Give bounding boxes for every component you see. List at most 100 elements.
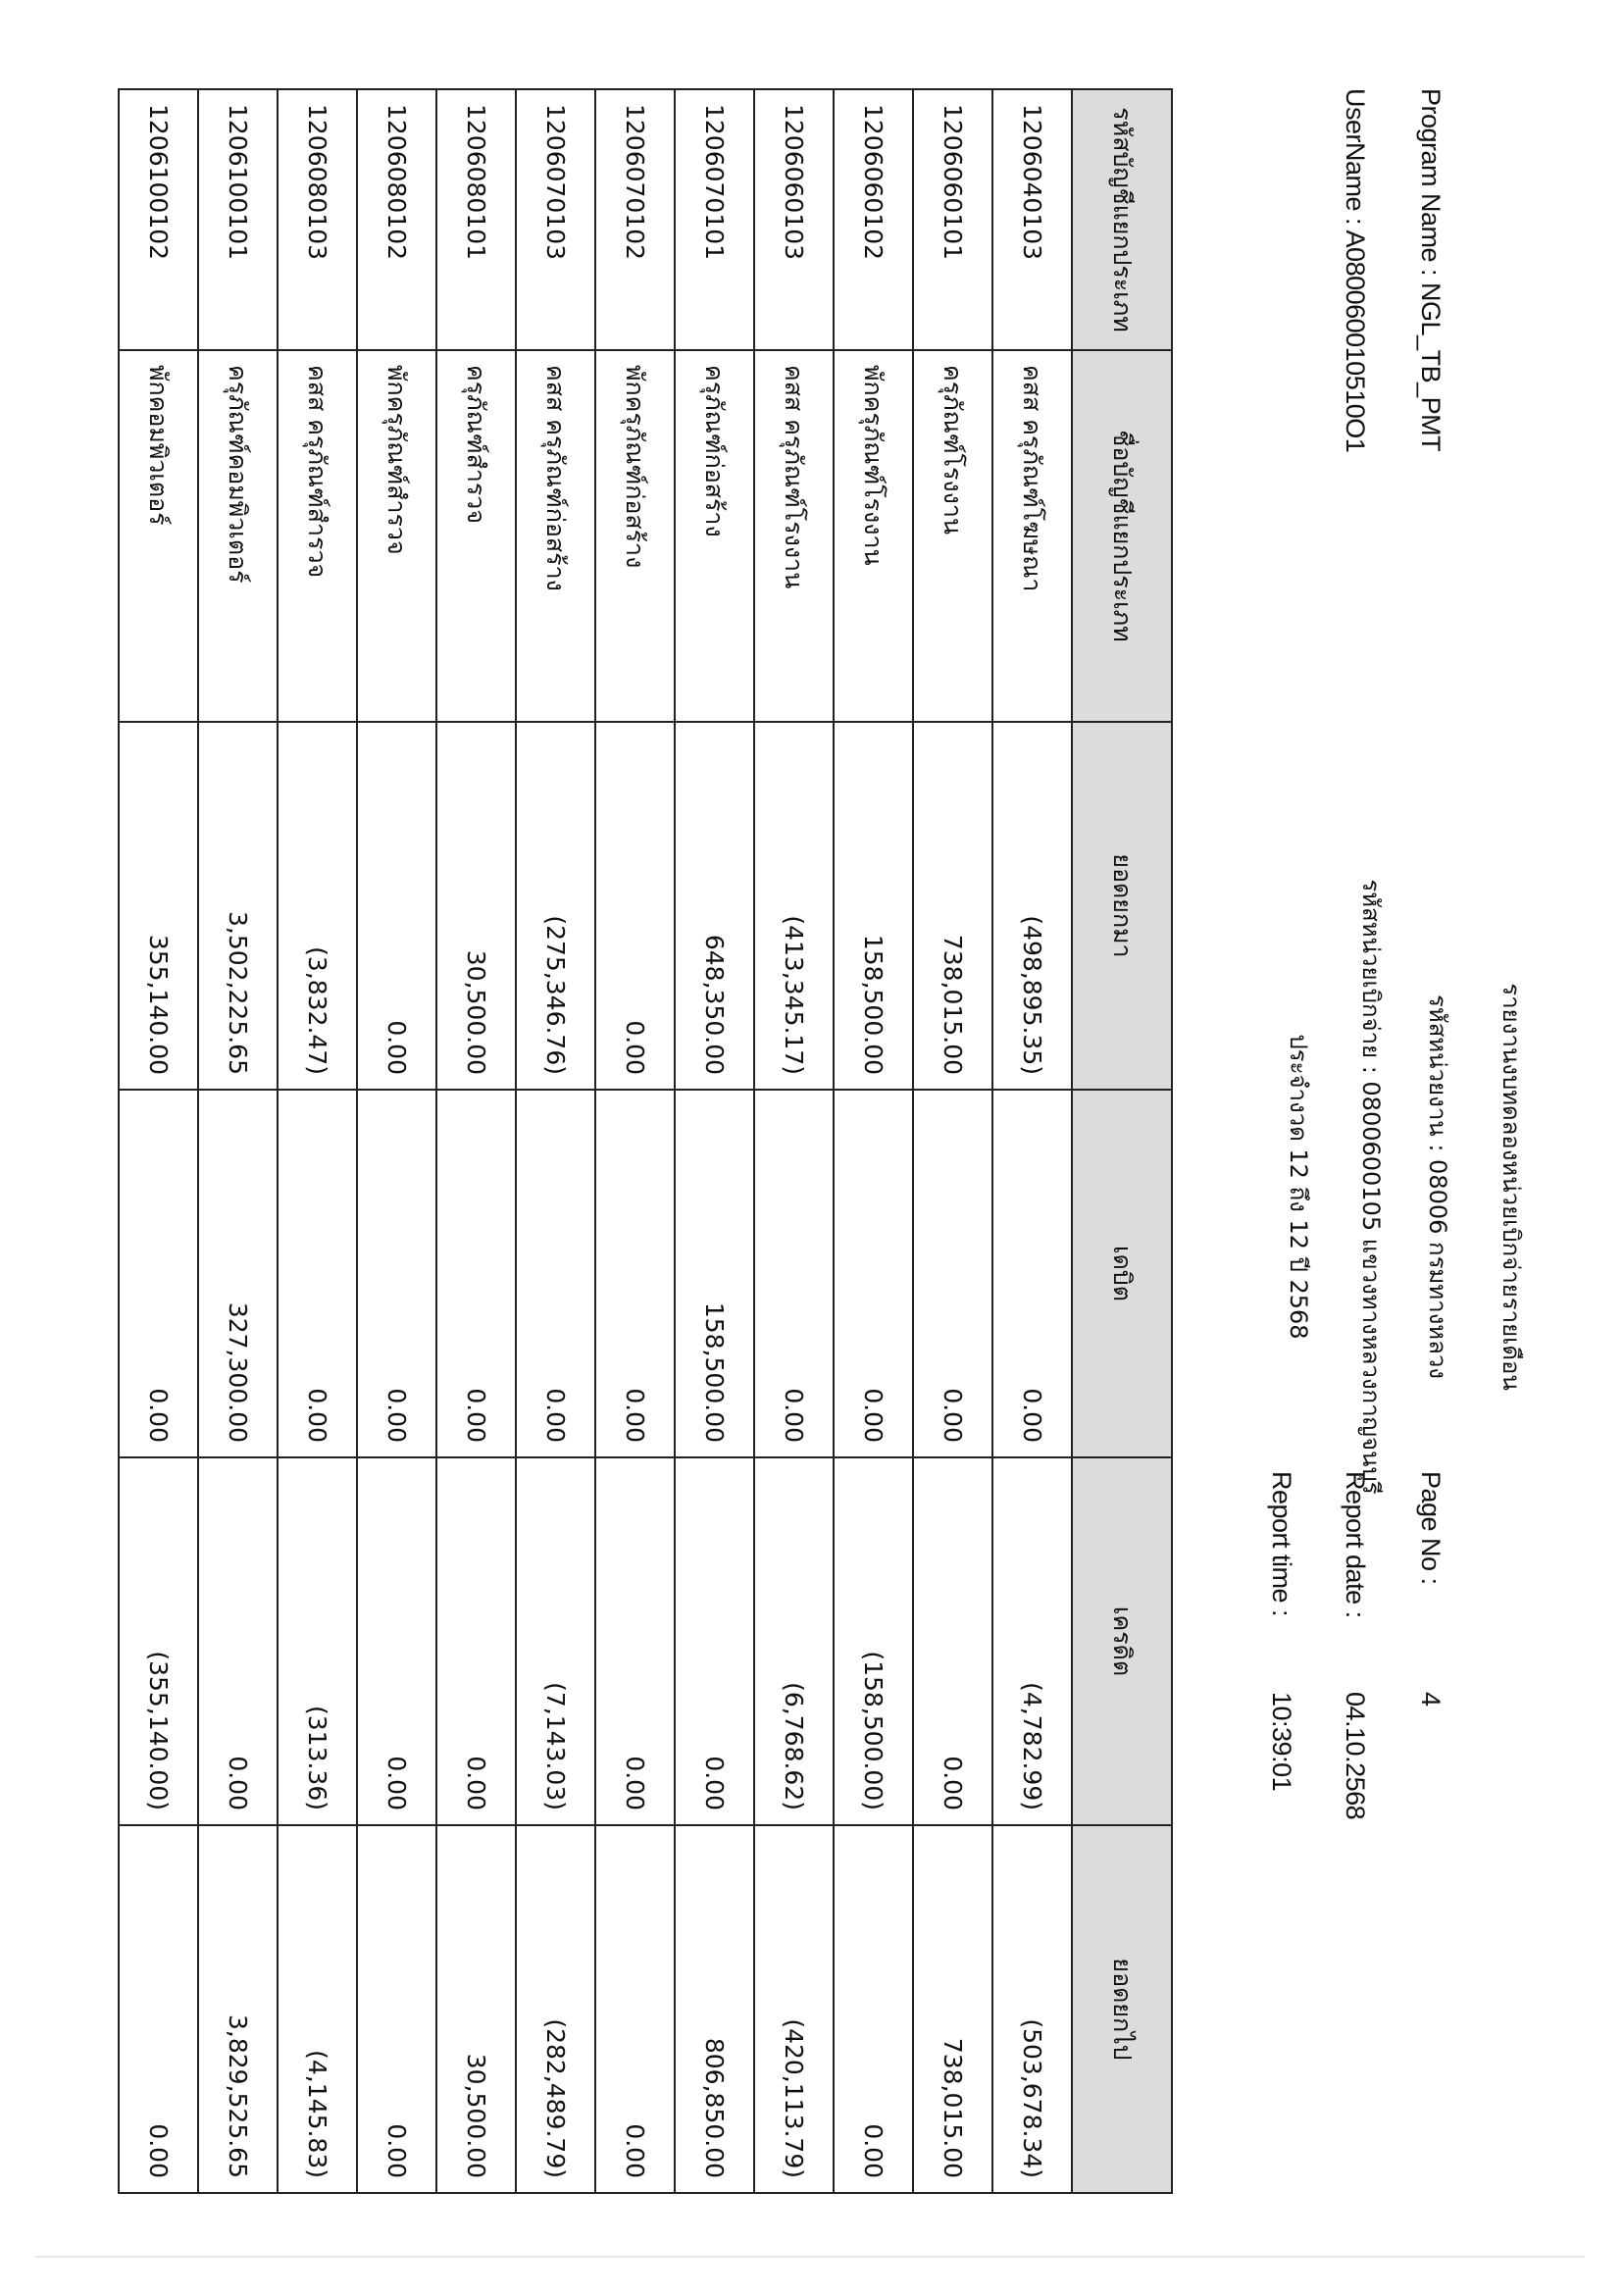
cell-opening-balance: 648,350.00 [675,722,754,1090]
cell-account-name: คสส ครุภัณฑ์สำรวจ [278,350,357,722]
cell-credit: (7,143.03) [516,1457,595,1825]
cell-opening-balance: 0.00 [357,722,436,1090]
cell-account-code: 1206080103 [278,89,357,350]
cell-closing-balance: (503,678.34) [992,1825,1072,2193]
table-row: 1206070101 ครุภัณฑ์ก่อสร้าง 648,350.00 158,… [675,89,754,2193]
cell-closing-balance: 30,500.00 [436,1825,516,2193]
cell-credit: 0.00 [595,1457,675,1825]
cell-credit: (313.36) [278,1457,357,1825]
cell-closing-balance: 738,015.00 [913,1825,992,2193]
header-debit: เดบิต [1072,1090,1172,1457]
cell-account-code: 1206100101 [198,89,278,350]
table-row: 1206100101 ครุภัณฑ์คอมพิวเตอร์ 3,502,225.6… [198,89,278,2193]
cell-debit: 0.00 [754,1090,834,1457]
cell-closing-balance: 0.00 [357,1825,436,2193]
report-time-value: 10:39:01 [1267,1692,1296,1792]
cell-credit: (158,500.00) [834,1457,913,1825]
cell-opening-balance: 158,500.00 [834,722,913,1090]
cell-account-code: 1206070102 [595,89,675,350]
header-credit: เครดิต [1072,1457,1172,1825]
cell-debit: 0.00 [595,1090,675,1457]
cell-opening-balance: (498,895.35) [992,722,1072,1090]
cell-opening-balance: 30,500.00 [436,722,516,1090]
cell-opening-balance: 738,015.00 [913,722,992,1090]
cell-account-name: คสส ครุภัณฑ์โรงงาน [754,350,834,722]
cell-opening-balance: (3,832.47) [278,722,357,1090]
disbursement-unit-line: รหัสหน่วยเบิกจ่าย : 0800600105 แขวงทางหล… [1357,879,1385,1495]
cell-credit: 0.00 [436,1457,516,1825]
header-account-code: รหัสบัญชีแยกประเภท [1072,89,1172,350]
cell-debit: 0.00 [992,1090,1072,1457]
cell-credit: 0.00 [913,1457,992,1825]
cell-account-code: 1206060102 [834,89,913,350]
report-time-label: Report time : [1267,1471,1296,1617]
header-opening-balance: ยอดยกมา [1072,722,1172,1090]
cell-debit: 0.00 [516,1090,595,1457]
cell-opening-balance: 0.00 [595,722,675,1090]
cell-closing-balance: 0.00 [834,1825,913,2193]
cell-account-name: พักคอมพิวเตอร์ [119,350,198,722]
cell-closing-balance: 0.00 [595,1825,675,2193]
cell-closing-balance: (4,145.83) [278,1825,357,2193]
table-row: 1206040103 คสส ครุภัณฑ์โฆษณา (498,895.35) 0… [992,89,1072,2193]
cell-credit: (6,768.62) [754,1457,834,1825]
cell-account-name: ครุภัณฑ์คอมพิวเตอร์ [198,350,278,722]
cell-account-code: 1206080102 [357,89,436,350]
table-row: 1206060102 พักครุภัณฑ์โรงงาน 158,500.00 0.0… [834,89,913,2193]
department-line: รหัสหน่วยงาน : 08006 กรมทางหลวง [1424,994,1451,1380]
username: UserName : A080060010510O1 [1341,88,1370,453]
cell-opening-balance: (275,346.76) [516,722,595,1090]
report-date-label: Report date : [1341,1471,1370,1618]
cell-opening-balance: 355,140.00 [119,722,198,1090]
cell-account-code: 1206060101 [913,89,992,350]
cell-credit: 0.00 [675,1457,754,1825]
cell-debit: 327,300.00 [198,1090,278,1457]
cell-account-name: พักครุภัณฑ์ก่อสร้าง [595,350,675,722]
cell-closing-balance: (420,113.79) [754,1825,834,2193]
cell-account-code: 1206100102 [119,89,198,350]
cell-debit: 0.00 [834,1090,913,1457]
trial-balance-table: รหัสบัญชีแยกประเภท ชื่อบัญชีแยกประเภท ยอ… [118,88,1173,2194]
report-title: รายงานงบทดลองหน่วยเบิกจ่ายรายเดือน [1497,983,1525,1391]
cell-account-name: ครุภัณฑ์โรงงาน [913,350,992,722]
table-row: 1206080103 คสส ครุภัณฑ์สำรวจ (3,832.47) 0.0… [278,89,357,2193]
cell-credit: (4,782.99) [992,1457,1072,1825]
cell-account-name: ครุภัณฑ์ก่อสร้าง [675,350,754,722]
cell-closing-balance: 3,829,525.65 [198,1825,278,2193]
cell-credit: 0.00 [357,1457,436,1825]
table-row: 1206080101 ครุภัณฑ์สำรวจ 30,500.00 0.00 0.00… [436,89,516,2193]
table-header-row: รหัสบัญชีแยกประเภท ชื่อบัญชีแยกประเภท ยอ… [1072,89,1172,2193]
report-date-value: 04.10.2568 [1341,1692,1370,1820]
cell-account-name: พักครุภัณฑ์โรงงาน [834,350,913,722]
cell-credit: 0.00 [198,1457,278,1825]
cell-closing-balance: 806,850.00 [675,1825,754,2193]
cell-debit: 0.00 [119,1090,198,1457]
page-no-label: Page No : [1416,1471,1446,1585]
page-no-value: 4 [1416,1692,1446,1707]
table-row: 1206080102 พักครุภัณฑ์สำรวจ 0.00 0.00 0.00 0.… [357,89,436,2193]
cell-closing-balance: 0.00 [119,1825,198,2193]
cell-debit: 0.00 [278,1090,357,1457]
table-row: 1206060103 คสส ครุภัณฑ์โรงงาน (413,345.17)… [754,89,834,2193]
cell-account-code: 1206070101 [675,89,754,350]
cell-debit: 158,500.00 [675,1090,754,1457]
cell-account-code: 1206080101 [436,89,516,350]
table-row: 1206100102 พักคอมพิวเตอร์ 355,140.00 0.00 (3… [119,89,198,2193]
cell-debit: 0.00 [913,1090,992,1457]
period-line: ประจำงวด 12 ถึง 12 ปี 2568 [1285,1034,1312,1340]
cell-account-code: 1206060103 [754,89,834,350]
cell-debit: 0.00 [357,1090,436,1457]
cell-account-name: คสส ครุภัณฑ์ก่อสร้าง [516,350,595,722]
header-closing-balance: ยอดยกไป [1072,1825,1172,2193]
scan-edge-line [35,2256,1585,2258]
cell-opening-balance: (413,345.17) [754,722,834,1090]
cell-account-name: คสส ครุภัณฑ์โฆษณา [992,350,1072,722]
cell-credit: (355,140.00) [119,1457,198,1825]
table-body: 1206040103 คสส ครุภัณฑ์โฆษณา (498,895.35) 0… [119,89,1072,2193]
program-name: Program Name : NGL_TB_PMT [1416,88,1446,452]
cell-closing-balance: (282,489.79) [516,1825,595,2193]
table-row: 1206070103 คสส ครุภัณฑ์ก่อสร้าง (275,346.7… [516,89,595,2193]
cell-account-name: พักครุภัณฑ์สำรวจ [357,350,436,722]
cell-account-code: 1206070103 [516,89,595,350]
